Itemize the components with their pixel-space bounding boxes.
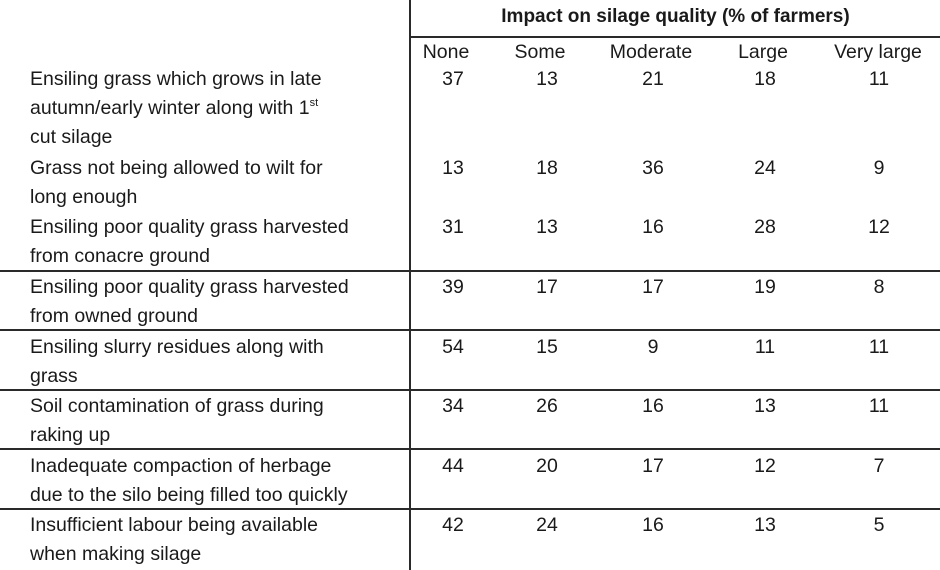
cell-none: 31 [442,216,464,238]
row-label: Ensiling poor quality grass harvested fr… [30,213,400,271]
cell-none: 39 [442,276,464,298]
row-label-line: Ensiling slurry residues along with [30,336,324,358]
cell-large: 11 [754,336,776,358]
row-label-line: grass [30,365,78,387]
row-label-line: Grass not being allowed to wilt for [30,157,323,179]
cell-very-large: 12 [868,216,890,238]
cell-large: 24 [754,157,776,179]
cell-moderate: 36 [642,157,664,179]
table-title: Impact on silage quality (% of farmers) [501,6,850,27]
cell-very-large: 11 [868,68,890,90]
table-vertical-divider [409,0,411,570]
cell-none: 42 [442,514,464,536]
cell-very-large: 5 [873,514,885,536]
cell-moderate: 16 [642,395,664,417]
row-divider [0,448,940,450]
row-label: Grass not being allowed to wilt for long… [30,154,400,212]
cell-none: 44 [442,455,464,477]
row-label-line: Ensiling poor quality grass harvested [30,216,349,238]
cell-large: 19 [754,276,776,298]
row-label-line: Inadequate compaction of herbage [30,455,332,477]
cell-large: 12 [754,455,776,477]
row-divider [0,329,940,331]
cell-some: 17 [536,276,558,298]
cell-moderate: 21 [642,68,664,90]
row-label-line: from owned ground [30,305,199,327]
row-label-line: Ensiling grass which grows in late [30,68,322,90]
cell-very-large: 7 [873,455,885,477]
cell-large: 13 [754,514,776,536]
row-label-line: cut silage [30,126,113,148]
row-divider [0,270,940,272]
cell-none: 34 [442,395,464,417]
cell-some: 20 [536,455,558,477]
superscript: st [309,97,319,109]
row-label: Ensiling grass which grows in late autum… [30,65,400,152]
cell-none: 13 [442,157,464,179]
cell-large: 28 [754,216,776,238]
row-label-line: when making silage [30,543,202,565]
row-divider [0,389,940,391]
header-divider [409,36,940,38]
cell-some: 15 [536,336,558,358]
cell-very-large: 8 [873,276,885,298]
cell-moderate: 9 [647,336,659,358]
row-label-line: long enough [30,186,138,208]
column-header-moderate: Moderate [609,41,693,63]
row-label-line: raking up [30,424,111,446]
row-label-line: due to the silo being filled too quickly [30,484,348,506]
cell-large: 18 [754,68,776,90]
column-header-very-large: Very large [834,41,922,63]
cell-large: 13 [754,395,776,417]
cell-none: 54 [442,336,464,358]
cell-moderate: 17 [642,455,664,477]
cell-very-large: 11 [868,336,890,358]
cell-some: 24 [536,514,558,536]
row-divider [0,508,940,510]
cell-moderate: 16 [642,514,664,536]
row-label: Ensiling slurry residues along with gras… [30,333,400,391]
row-label: Insufficient labour being available when… [30,511,400,569]
row-label-line: Ensiling poor quality grass harvested [30,276,349,298]
row-label: Soil contamination of grass during rakin… [30,392,400,450]
cell-some: 26 [536,395,558,417]
row-label-line: from conacre ground [30,245,210,267]
cell-very-large: 9 [873,157,885,179]
row-label-line: Insufficient labour being available [30,514,319,536]
row-label: Inadequate compaction of herbage due to … [30,452,400,510]
cell-some: 13 [536,216,558,238]
column-header-large: Large [738,41,788,63]
cell-some: 18 [536,157,558,179]
row-label-line: autumn/early winter along with 1st [30,94,400,123]
cell-some: 13 [536,68,558,90]
cell-moderate: 16 [642,216,664,238]
cell-none: 37 [442,68,464,90]
cell-moderate: 17 [642,276,664,298]
cell-very-large: 11 [868,395,890,417]
column-header-none: None [422,41,470,63]
row-label-text: autumn/early winter along with 1 [30,97,310,119]
column-header-some: Some [514,41,566,63]
row-label: Ensiling poor quality grass harvested fr… [30,273,400,331]
row-label-line: Soil contamination of grass during [30,395,324,417]
